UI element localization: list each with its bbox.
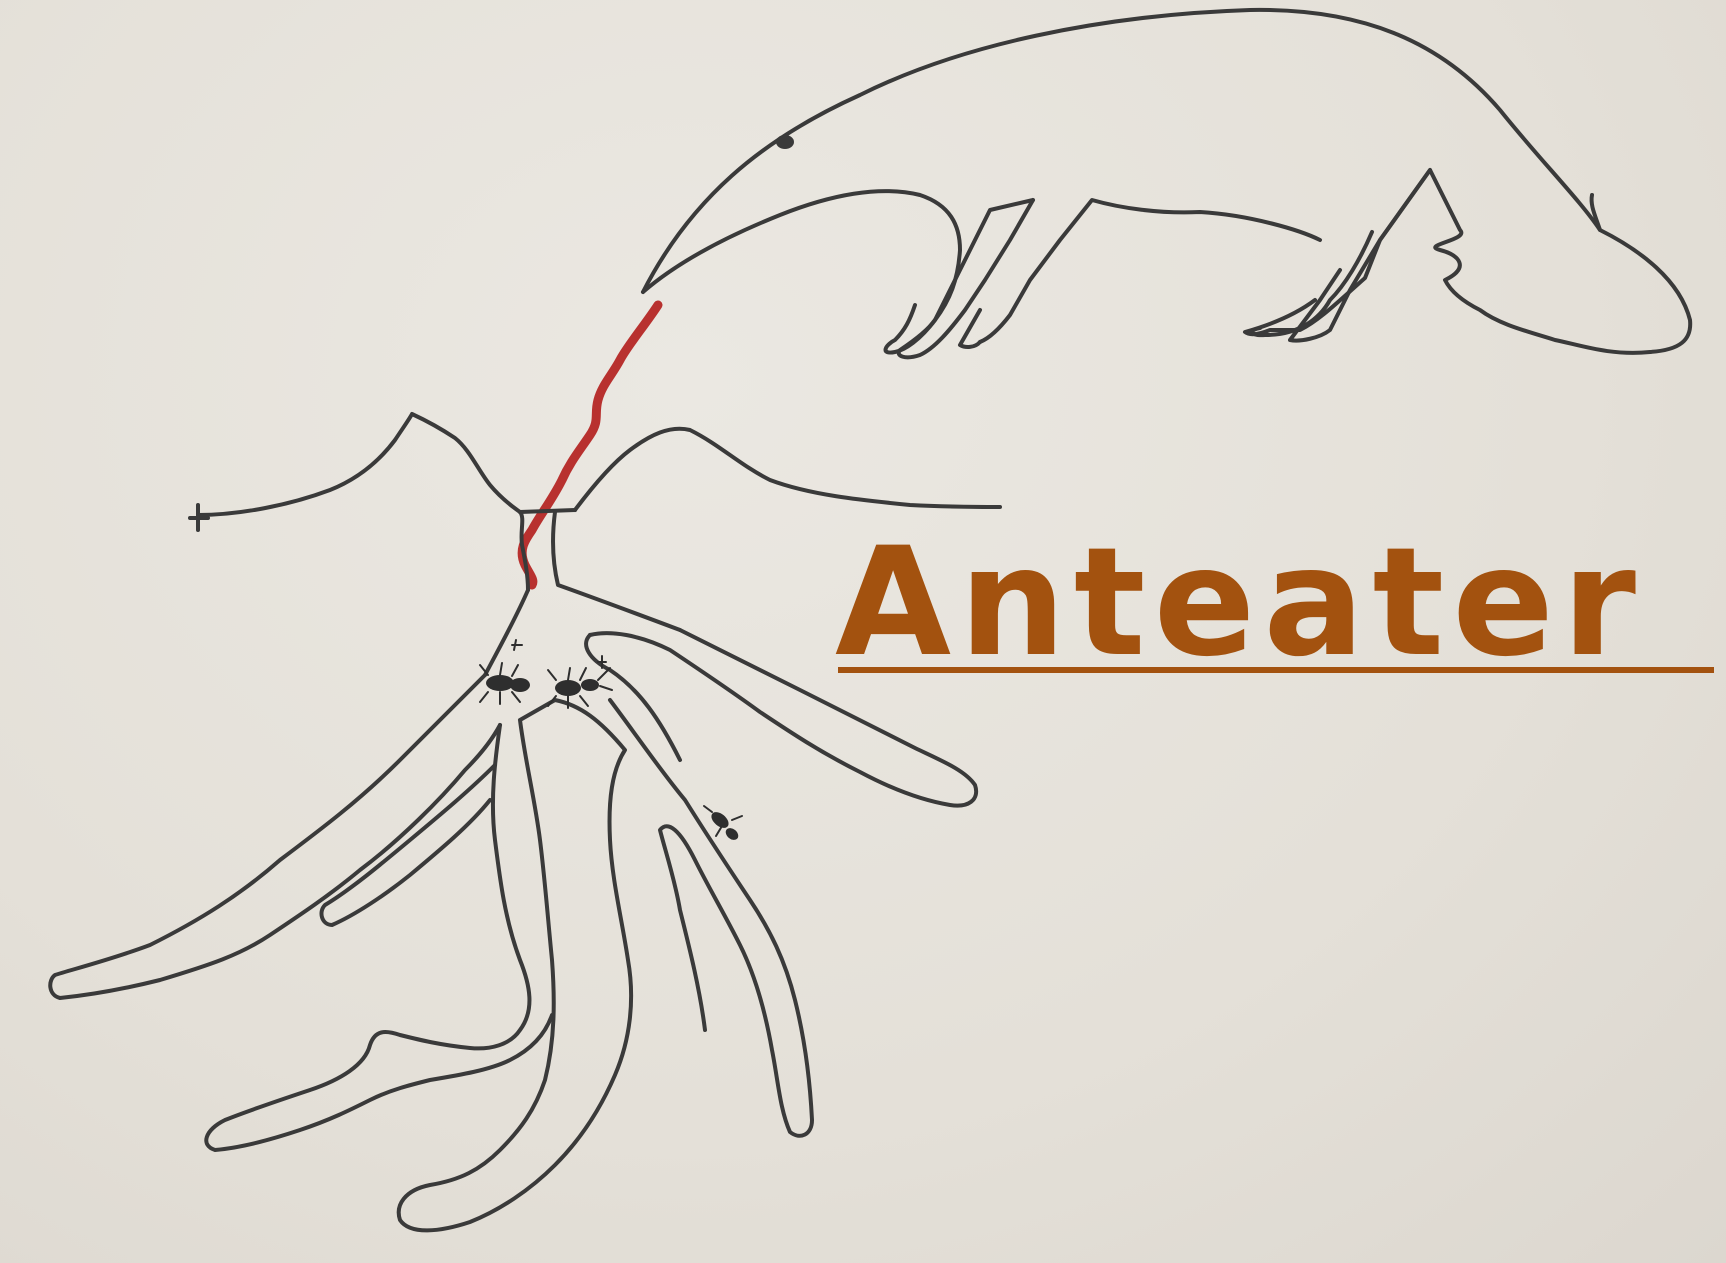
tunnel-right-long xyxy=(588,628,979,808)
ant-icon xyxy=(479,639,743,840)
ground-left-tip xyxy=(188,503,210,532)
tunnel-center-loop xyxy=(204,723,554,1152)
anteater-eye xyxy=(776,135,794,149)
ant-1 xyxy=(486,675,514,691)
ground-gap xyxy=(518,508,577,514)
anteater-back-leg-2 xyxy=(1250,230,1374,338)
ant-2 xyxy=(555,680,581,696)
ant-1-head xyxy=(510,678,530,692)
nest-shaft xyxy=(483,510,682,677)
tunnel-left xyxy=(48,673,502,1000)
tunnel-right-middle xyxy=(608,698,814,1138)
anteater-body xyxy=(641,7,1693,355)
ant-nest-icon xyxy=(48,412,1002,1233)
anteater-belly xyxy=(978,198,1322,344)
anteater-label: Anteater xyxy=(835,516,1644,690)
tunnel-right-inner xyxy=(584,633,682,762)
anteater-icon xyxy=(641,7,1693,360)
ant-3 xyxy=(711,812,729,828)
tail-line xyxy=(1589,193,1602,232)
ground-left xyxy=(196,412,530,592)
anteater-back-leg xyxy=(1243,168,1432,337)
tunnel-left-short xyxy=(319,763,497,927)
ant-2-head xyxy=(581,679,599,691)
label-underline xyxy=(838,667,1714,673)
anteater-front-leg-2 xyxy=(958,308,982,349)
tunnel-center xyxy=(396,698,634,1233)
ground-right xyxy=(573,426,1002,512)
ant-3-head xyxy=(725,828,739,840)
anteater-snout xyxy=(641,189,962,355)
